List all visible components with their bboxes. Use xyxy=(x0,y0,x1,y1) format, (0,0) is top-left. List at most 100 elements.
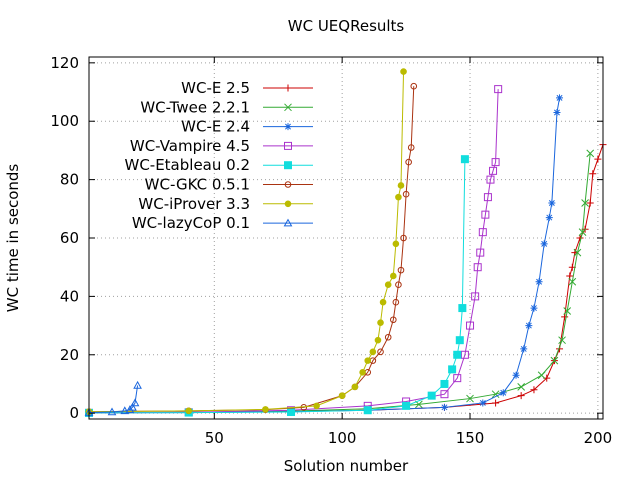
legend: WC-E 2.5WC-Twee 2.2.1 WC-E 2.4WC-Vampire … xyxy=(124,79,313,232)
data-point xyxy=(390,316,397,324)
data-point xyxy=(471,292,480,301)
data-point xyxy=(517,392,525,400)
legend-marker xyxy=(284,181,292,188)
data-point xyxy=(548,199,556,207)
data-point xyxy=(491,390,500,399)
data-point xyxy=(466,321,475,330)
data-point xyxy=(287,407,296,416)
data-point xyxy=(185,407,193,415)
legend-label: WC-E 2.4 xyxy=(181,118,250,136)
legend-label: WC-lazyCoP 0.1 xyxy=(132,214,250,232)
legend-marker xyxy=(284,84,292,92)
series-5 xyxy=(85,82,418,416)
series-1 xyxy=(85,149,595,417)
data-point xyxy=(494,85,503,94)
series-3 xyxy=(85,85,503,417)
data-point xyxy=(453,374,462,383)
data-point xyxy=(384,281,392,289)
x-tick-label: 100 xyxy=(328,429,357,447)
data-point xyxy=(397,182,405,189)
data-point xyxy=(395,193,402,201)
x-axis-label: Solution number xyxy=(284,457,409,475)
data-point xyxy=(359,368,366,376)
data-point xyxy=(395,281,402,289)
data-point xyxy=(402,190,410,198)
data-point xyxy=(120,406,130,415)
data-point xyxy=(481,210,490,219)
data-point xyxy=(130,398,140,407)
y-tick-label: 80 xyxy=(60,171,79,189)
y-tick-label: 0 xyxy=(69,404,79,422)
data-point xyxy=(512,371,520,379)
legend-marker xyxy=(284,141,292,150)
data-point xyxy=(453,350,462,359)
data-point xyxy=(586,199,594,207)
data-point xyxy=(262,406,269,413)
data-point xyxy=(492,399,500,407)
data-point xyxy=(486,175,495,184)
data-point xyxy=(545,214,553,222)
data-point xyxy=(407,144,415,151)
x-tick-label: 50 xyxy=(205,429,224,447)
data-point xyxy=(499,389,507,397)
data-point xyxy=(520,345,528,353)
y-tick-label: 60 xyxy=(60,229,79,247)
legend-marker xyxy=(284,103,292,112)
data-point xyxy=(390,272,397,280)
series-line xyxy=(88,86,415,413)
y-tick-label: 120 xyxy=(50,54,79,72)
data-point xyxy=(313,402,320,410)
data-point xyxy=(397,266,405,274)
y-axis-label: WC time in seconds xyxy=(4,164,22,313)
data-point xyxy=(133,380,142,389)
data-point xyxy=(400,68,407,75)
series-line xyxy=(88,159,466,414)
data-point xyxy=(556,94,564,102)
data-point xyxy=(558,336,566,345)
data-point xyxy=(384,333,392,341)
data-point xyxy=(530,386,538,394)
data-point xyxy=(586,149,595,158)
x-tick-label: 200 xyxy=(584,429,613,447)
legend-label: WC-GKC 0.5.1 xyxy=(145,176,250,194)
data-point xyxy=(410,82,418,90)
legend-marker xyxy=(284,161,292,170)
data-point xyxy=(550,356,559,365)
data-point xyxy=(578,228,587,237)
data-point xyxy=(561,313,569,321)
data-point xyxy=(473,263,482,272)
data-point xyxy=(460,350,469,359)
data-point xyxy=(458,304,467,313)
legend-label: WC-Vampire 4.5 xyxy=(130,137,250,155)
legend-label: WC-Etableau 0.2 xyxy=(124,156,250,174)
data-point xyxy=(440,379,449,388)
x-tick-label: 150 xyxy=(456,429,485,447)
data-point xyxy=(566,272,574,280)
data-point xyxy=(594,155,602,163)
data-point xyxy=(483,193,492,202)
series-line xyxy=(88,71,405,413)
data-point xyxy=(455,336,464,345)
data-point xyxy=(405,158,412,166)
data-point xyxy=(364,357,372,364)
data-point xyxy=(440,403,448,411)
data-point xyxy=(369,348,377,356)
data-point xyxy=(568,277,577,286)
data-point xyxy=(440,390,449,399)
data-point xyxy=(392,298,400,306)
data-point xyxy=(479,399,487,407)
data-point xyxy=(125,405,135,413)
y-tick-label: 20 xyxy=(60,346,79,364)
data-point xyxy=(537,371,546,380)
data-point xyxy=(392,240,400,248)
data-point xyxy=(377,319,384,326)
series-6 xyxy=(85,68,407,416)
data-point xyxy=(427,391,436,400)
data-point xyxy=(338,392,346,399)
data-point xyxy=(363,406,372,415)
data-point xyxy=(535,278,543,286)
data-point xyxy=(581,199,589,207)
data-point xyxy=(379,298,387,306)
data-point xyxy=(377,348,384,356)
legend-marker xyxy=(283,218,293,227)
